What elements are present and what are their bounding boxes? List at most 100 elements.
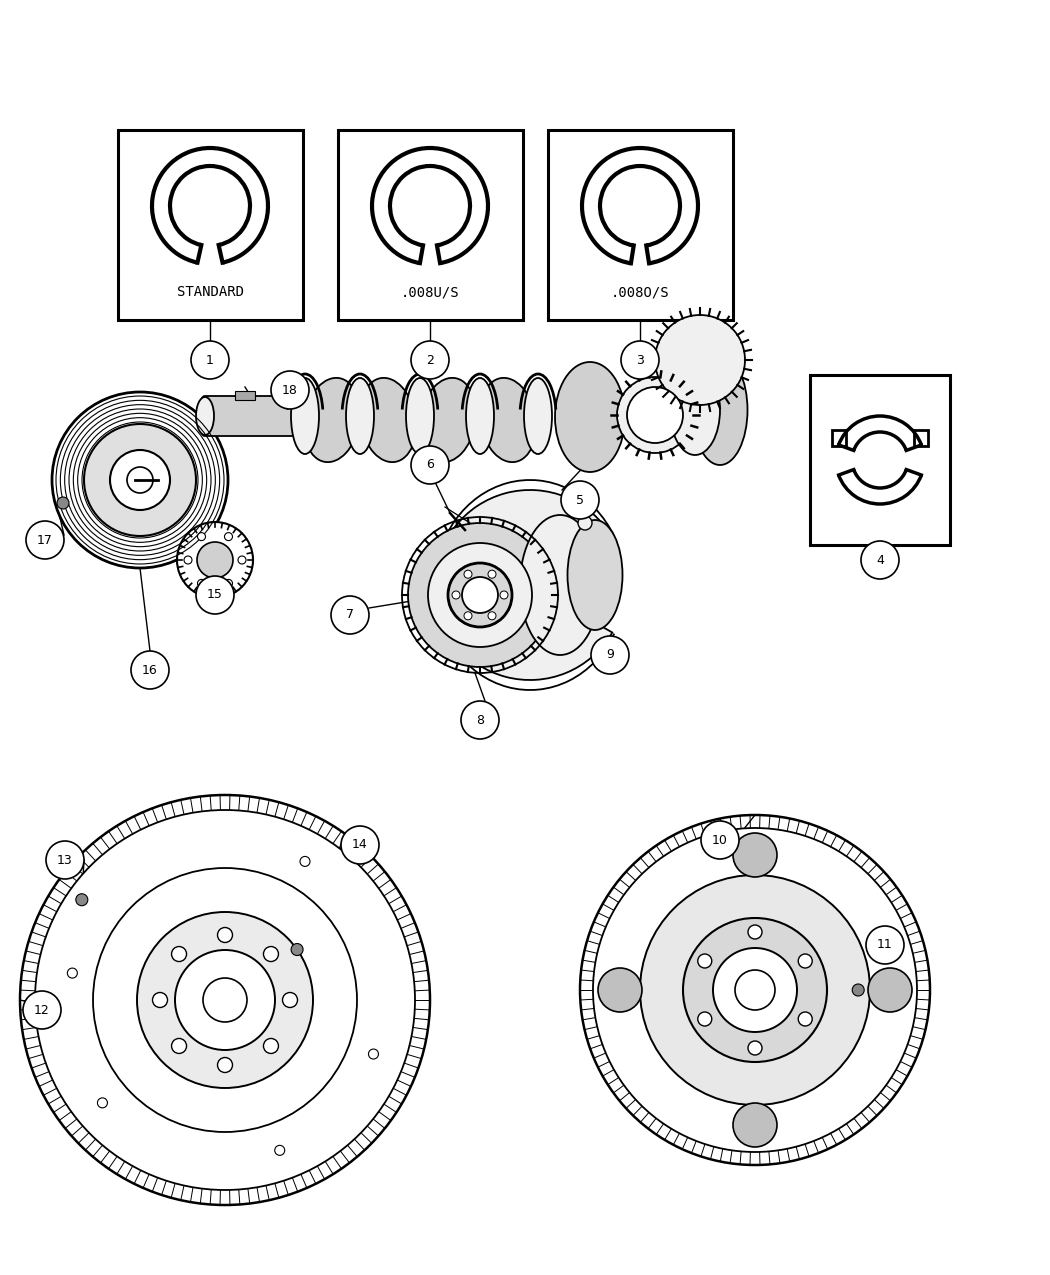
Circle shape xyxy=(561,481,598,519)
Circle shape xyxy=(617,377,693,453)
Circle shape xyxy=(428,543,532,646)
Circle shape xyxy=(591,636,629,674)
Text: 13: 13 xyxy=(57,853,72,867)
Wedge shape xyxy=(435,490,612,680)
Circle shape xyxy=(131,652,169,688)
Circle shape xyxy=(191,340,229,379)
Text: .008U/S: .008U/S xyxy=(401,286,459,300)
Ellipse shape xyxy=(555,362,625,472)
Text: 14: 14 xyxy=(352,839,367,852)
Circle shape xyxy=(217,1057,232,1072)
Circle shape xyxy=(698,1012,712,1026)
Circle shape xyxy=(462,578,498,613)
Text: 8: 8 xyxy=(476,714,484,727)
Circle shape xyxy=(23,991,61,1029)
Circle shape xyxy=(682,918,827,1062)
Circle shape xyxy=(627,388,683,442)
Text: 1: 1 xyxy=(206,353,214,366)
Circle shape xyxy=(225,579,232,588)
Circle shape xyxy=(655,315,746,405)
Ellipse shape xyxy=(406,377,434,454)
Circle shape xyxy=(448,564,512,627)
Circle shape xyxy=(197,542,233,578)
Ellipse shape xyxy=(520,515,600,655)
Circle shape xyxy=(748,1040,762,1054)
Circle shape xyxy=(271,371,309,409)
Circle shape xyxy=(331,595,369,634)
Circle shape xyxy=(152,992,168,1007)
Circle shape xyxy=(701,821,739,859)
Circle shape xyxy=(735,970,775,1010)
Ellipse shape xyxy=(196,397,214,435)
Circle shape xyxy=(238,556,246,564)
Circle shape xyxy=(464,612,473,620)
Circle shape xyxy=(217,927,232,942)
Circle shape xyxy=(197,533,206,541)
Circle shape xyxy=(136,912,313,1088)
Bar xyxy=(810,375,950,544)
Text: 12: 12 xyxy=(34,1003,50,1016)
Circle shape xyxy=(713,949,797,1031)
Text: 6: 6 xyxy=(426,459,434,472)
FancyBboxPatch shape xyxy=(202,397,300,436)
Text: 10: 10 xyxy=(712,834,728,847)
Circle shape xyxy=(300,857,310,867)
Circle shape xyxy=(197,579,206,588)
Circle shape xyxy=(57,497,69,509)
Ellipse shape xyxy=(480,377,537,462)
Circle shape xyxy=(171,1038,187,1053)
Text: 17: 17 xyxy=(37,533,52,547)
Text: 16: 16 xyxy=(142,663,157,677)
Ellipse shape xyxy=(420,377,476,462)
Circle shape xyxy=(500,592,508,599)
Ellipse shape xyxy=(693,354,748,465)
Circle shape xyxy=(461,701,499,739)
Bar xyxy=(547,130,733,320)
Bar xyxy=(235,391,255,400)
Circle shape xyxy=(175,950,275,1051)
Text: 15: 15 xyxy=(207,589,223,602)
Circle shape xyxy=(264,946,278,961)
Circle shape xyxy=(67,968,78,978)
Circle shape xyxy=(598,968,642,1012)
Ellipse shape xyxy=(670,365,720,455)
Circle shape xyxy=(225,533,232,541)
Circle shape xyxy=(698,954,712,968)
Circle shape xyxy=(46,842,84,878)
Text: STANDARD: STANDARD xyxy=(176,286,244,300)
Text: 7: 7 xyxy=(346,608,354,621)
Circle shape xyxy=(184,556,192,564)
Circle shape xyxy=(408,523,552,667)
Circle shape xyxy=(452,592,460,599)
Bar xyxy=(337,130,523,320)
Text: 5: 5 xyxy=(576,493,584,506)
Circle shape xyxy=(264,1038,278,1053)
Ellipse shape xyxy=(291,377,319,454)
Ellipse shape xyxy=(346,377,374,454)
Circle shape xyxy=(733,833,777,877)
Ellipse shape xyxy=(567,520,623,630)
Circle shape xyxy=(593,827,917,1153)
Text: 11: 11 xyxy=(877,938,892,951)
Circle shape xyxy=(127,467,153,493)
Circle shape xyxy=(52,391,228,567)
Circle shape xyxy=(341,826,379,864)
Circle shape xyxy=(110,450,170,510)
Ellipse shape xyxy=(524,377,552,454)
Text: 4: 4 xyxy=(876,553,884,566)
Circle shape xyxy=(733,1103,777,1148)
Circle shape xyxy=(464,570,473,579)
Circle shape xyxy=(171,946,187,961)
Circle shape xyxy=(275,1145,285,1155)
Circle shape xyxy=(411,340,449,379)
Circle shape xyxy=(578,516,592,530)
Circle shape xyxy=(868,968,912,1012)
Circle shape xyxy=(640,875,870,1105)
Circle shape xyxy=(488,570,496,579)
Ellipse shape xyxy=(303,377,360,462)
Bar xyxy=(118,130,302,320)
Circle shape xyxy=(291,944,303,955)
Text: .008O/S: .008O/S xyxy=(611,286,669,300)
Text: 9: 9 xyxy=(606,649,614,662)
Circle shape xyxy=(621,340,659,379)
